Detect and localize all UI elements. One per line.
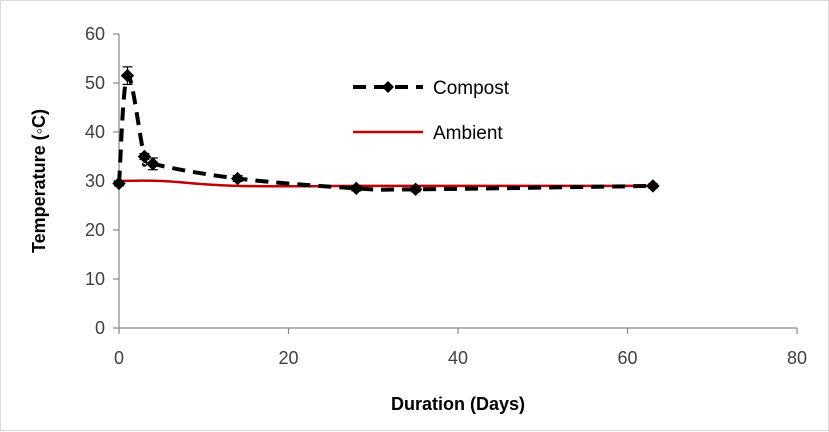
legend-label-compost: Compost	[433, 78, 510, 99]
x-tick-label: 40	[448, 348, 468, 368]
y-tick-label: 0	[95, 318, 105, 338]
x-tick-label: 20	[278, 348, 298, 368]
series-layer	[112, 66, 660, 197]
data-point	[112, 176, 126, 191]
y-tick-label: 20	[85, 220, 105, 240]
y-axis-title: Temperature (◦C)	[29, 109, 49, 253]
y-tick-label: 40	[85, 122, 105, 142]
series-compost	[112, 66, 660, 197]
x-tick-label: 60	[617, 348, 637, 368]
legend: Compost Ambient	[353, 78, 510, 144]
legend-label-ambient: Ambient	[433, 123, 503, 144]
y-tick-label: 10	[85, 269, 105, 289]
data-point	[408, 182, 423, 197]
data-point	[137, 149, 152, 164]
x-tick-label: 0	[114, 348, 124, 368]
y-tick-label: 60	[85, 24, 105, 44]
x-axis-title: Duration (Days)	[391, 394, 525, 414]
y-tick-label: 50	[85, 73, 105, 93]
tick-labels: 0 10 20 30 40 50 60 0 20 40 60 80	[85, 24, 807, 368]
data-point	[349, 181, 364, 196]
data-point	[120, 68, 135, 83]
legend-marker-compost	[382, 81, 394, 93]
x-tick-label: 80	[787, 348, 807, 368]
data-point	[230, 171, 245, 186]
data-point	[646, 179, 660, 193]
data-point	[146, 157, 160, 171]
legend-item-ambient: Ambient	[353, 123, 503, 144]
y-tick-label: 30	[85, 171, 105, 191]
legend-item-compost: Compost	[353, 78, 510, 99]
